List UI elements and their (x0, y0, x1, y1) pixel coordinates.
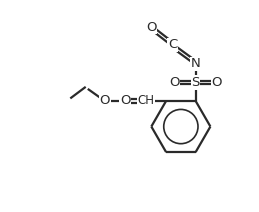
Text: O: O (100, 95, 110, 107)
Text: O: O (169, 76, 180, 89)
Text: O: O (211, 76, 222, 89)
Text: S: S (191, 76, 200, 89)
Text: CH: CH (138, 95, 155, 107)
Text: O: O (146, 21, 157, 34)
Text: O: O (120, 95, 130, 107)
Text: C: C (168, 38, 177, 51)
Text: N: N (191, 57, 200, 70)
